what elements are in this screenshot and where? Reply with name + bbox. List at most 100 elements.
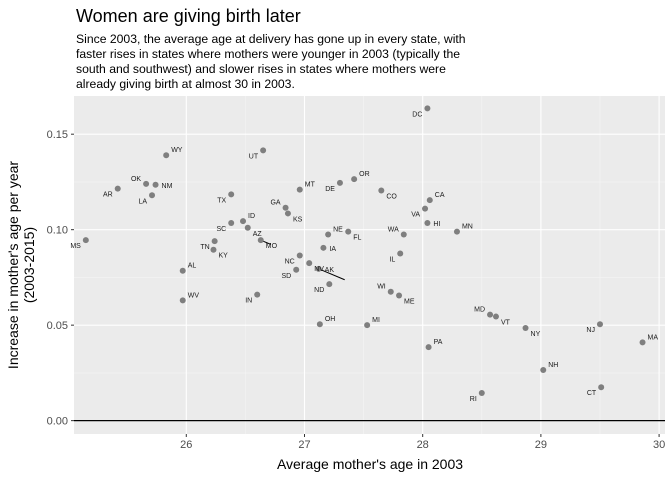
point-label-pa: PA: [434, 339, 443, 346]
point-mt: [296, 186, 303, 193]
y-axis-title-line-1: Increase in mother's age per year: [5, 161, 21, 369]
point-mn: [453, 228, 460, 235]
point-ar: [114, 185, 121, 192]
point-label-mn: MN: [462, 224, 473, 231]
point-label-sc: SC: [216, 226, 226, 233]
point-dc: [424, 105, 431, 112]
point-ne: [325, 231, 332, 238]
point-me: [396, 292, 403, 299]
point-wv: [179, 297, 186, 304]
point-label-ak: AK: [325, 267, 335, 274]
point-label-nm: NM: [162, 183, 173, 190]
point-label-layer: DC WY UT OK NM AR LA TX MT DE OR CO GA KS CA VA ID SC HI MN…: [70, 111, 658, 403]
point-label-ri: RI: [470, 396, 477, 403]
point-or: [351, 176, 358, 183]
point-az: [244, 224, 251, 231]
point-md: [487, 311, 494, 318]
point-nj: [596, 321, 603, 328]
point-va: [422, 205, 429, 212]
point-ga: [282, 204, 289, 211]
x-tick-label: 30: [653, 439, 665, 451]
point-sd: [293, 266, 300, 273]
point-label-ky: KY: [218, 253, 228, 260]
point-label-md: MD: [474, 307, 485, 314]
chart-subtitle-line-4: already giving birth at almost 30 in 200…: [76, 77, 295, 91]
point-label-ct: CT: [587, 390, 597, 397]
point-wi: [387, 288, 394, 295]
point-label-hi: HI: [433, 221, 440, 228]
x-tick-label: 26: [180, 439, 192, 451]
point-ny: [522, 325, 529, 332]
leader-line-ak: [318, 268, 345, 281]
point-wa: [400, 231, 407, 238]
point-label-la: LA: [138, 198, 147, 205]
point-label-ca: CA: [435, 192, 445, 199]
point-label-wi: WI: [377, 284, 386, 291]
point-label-ma: MA: [648, 334, 659, 341]
point-label-wv: WV: [188, 292, 200, 299]
point-ca: [426, 197, 433, 204]
point-de: [336, 179, 343, 186]
point-nh: [540, 367, 547, 374]
plot-panel: [74, 96, 665, 434]
point-label-ok: OK: [131, 176, 141, 183]
point-ok: [143, 180, 150, 187]
tick-layer: 26 27 28 29 30 0.00 0.05 0.10 0.15: [47, 129, 666, 451]
point-ma: [639, 339, 646, 346]
point-ks: [284, 210, 291, 217]
point-in: [254, 291, 261, 298]
point-label-vt: VT: [501, 320, 511, 327]
point-label-al: AL: [188, 263, 197, 270]
point-fl: [345, 228, 352, 235]
point-la: [149, 192, 156, 199]
point-label-tx: TX: [217, 197, 226, 204]
y-tick-label: 0.10: [47, 225, 68, 237]
point-label-wy: WY: [171, 147, 183, 154]
x-tick-label: 27: [298, 439, 310, 451]
point-ct: [598, 384, 605, 391]
point-label-ar: AR: [103, 192, 113, 199]
point-label-mt: MT: [305, 182, 316, 189]
point-tx: [228, 191, 235, 198]
point-mi: [364, 322, 371, 329]
point-label-mo: MO: [266, 243, 278, 250]
point-label-sd: SD: [281, 273, 291, 280]
chart-subtitle-line-2: faster rises in states where mothers wer…: [76, 47, 460, 61]
point-label-ga: GA: [270, 200, 280, 207]
y-tick-label: 0.00: [47, 416, 68, 428]
point-label-oh: OH: [325, 316, 336, 323]
chart-subtitle-line-3: south and southwest) and slower rises in…: [76, 62, 446, 76]
y-axis-title: Increase in mother's age per year (2003-…: [5, 161, 37, 369]
point-tn: [211, 238, 218, 245]
point-label-nj: NJ: [586, 327, 595, 334]
point-label-nd: ND: [314, 287, 324, 294]
point-label-tn: TN: [200, 244, 209, 251]
point-label-nc: NC: [285, 258, 295, 265]
x-tick-label: 29: [535, 439, 547, 451]
point-oh: [316, 321, 323, 328]
point-label-de: DE: [325, 186, 335, 193]
point-nc: [296, 252, 303, 259]
point-label-az: AZ: [253, 231, 263, 238]
point-co: [378, 187, 385, 194]
point-label-ut: UT: [249, 153, 259, 160]
point-sc: [228, 219, 235, 226]
point-ak: [315, 265, 322, 272]
point-label-or: OR: [359, 171, 370, 178]
y-tick-label: 0.05: [47, 320, 68, 332]
point-label-nh: NH: [548, 362, 558, 369]
point-ut: [260, 147, 267, 154]
point-nm: [152, 181, 159, 188]
point-label-in: IN: [245, 298, 252, 305]
point-label-me: ME: [404, 299, 415, 306]
point-label-co: CO: [386, 194, 397, 201]
point-nd: [326, 281, 333, 288]
point-ia: [320, 244, 327, 251]
point-label-wa: WA: [388, 226, 399, 233]
point-label-il: IL: [389, 257, 395, 264]
point-pa: [425, 344, 432, 351]
point-label-id: ID: [248, 213, 255, 220]
point-ms: [82, 237, 89, 244]
point-mo: [257, 237, 264, 244]
